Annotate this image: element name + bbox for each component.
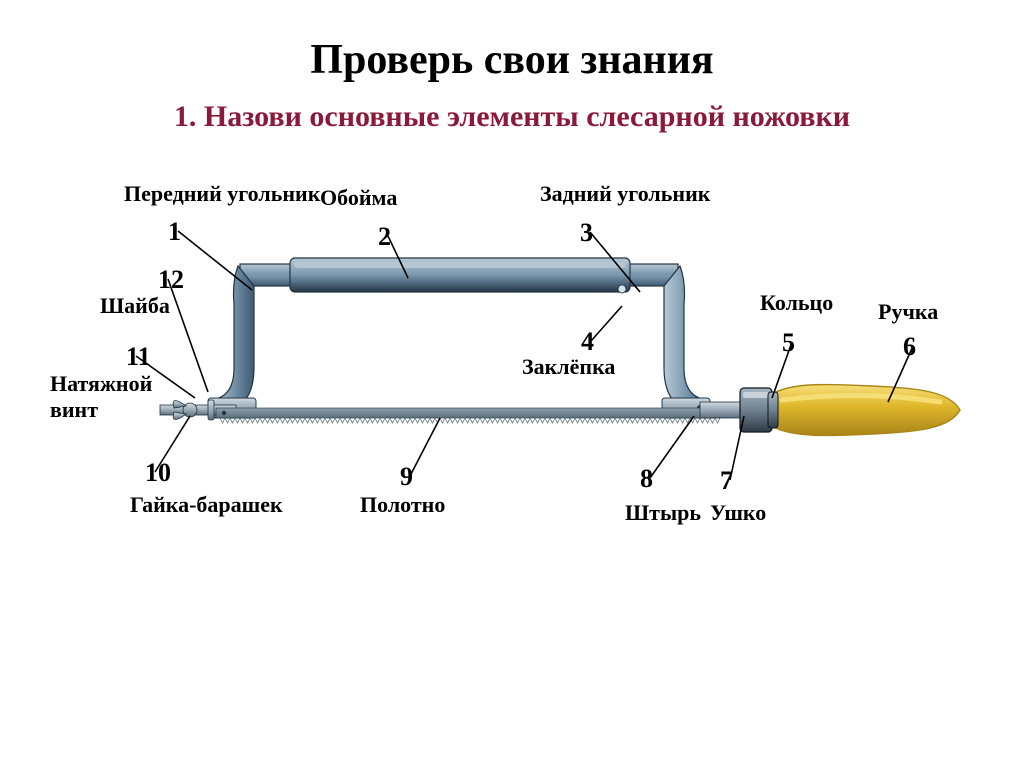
diagram-stage: Проверь свои знания 1. Назови основные э… xyxy=(0,0,1024,767)
part-number-11: 11 xyxy=(126,342,151,372)
part-number-10: 10 xyxy=(145,458,171,488)
part-number-5: 5 xyxy=(782,328,795,358)
part-number-6: 6 xyxy=(903,332,916,362)
part-number-2: 2 xyxy=(378,222,391,252)
part-label-10: Гайка-барашек xyxy=(130,492,283,518)
part-label-3: Задний угольник xyxy=(540,181,710,207)
part-label-2: Обойма xyxy=(320,185,397,211)
part-label-11: Натяжнойвинт xyxy=(50,371,160,423)
part-number-9: 9 xyxy=(400,462,413,492)
part-label-8: Штырь xyxy=(625,500,701,526)
part-number-3: 3 xyxy=(580,218,593,248)
part-label-12: Шайба xyxy=(100,293,170,319)
part-number-7: 7 xyxy=(720,466,733,496)
part-number-4: 4 xyxy=(581,327,594,357)
part-label-1: Передний угольник xyxy=(124,181,320,207)
part-number-1: 1 xyxy=(168,217,181,247)
part-number-8: 8 xyxy=(640,464,653,494)
part-label-7: Ушко xyxy=(710,500,766,526)
part-label-6: Ручка xyxy=(878,299,938,325)
part-number-12: 12 xyxy=(158,265,184,295)
part-label-5: Кольцо xyxy=(760,290,833,316)
part-label-9: Полотно xyxy=(360,492,445,518)
part-label-4: Заклёпка xyxy=(522,354,615,380)
